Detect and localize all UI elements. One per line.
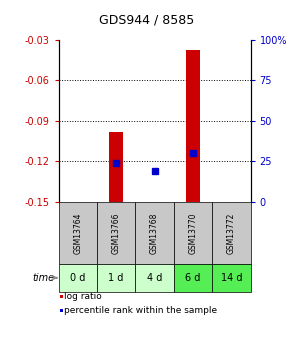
Text: GSM13768: GSM13768 [150, 212, 159, 254]
Text: 14 d: 14 d [221, 273, 242, 283]
Text: 1 d: 1 d [108, 273, 124, 283]
Bar [110, 131, 123, 202]
Text: GSM13766: GSM13766 [112, 212, 121, 254]
Text: 0 d: 0 d [70, 273, 86, 283]
Text: percentile rank within the sample: percentile rank within the sample [64, 306, 218, 315]
Text: 4 d: 4 d [147, 273, 162, 283]
Bar [186, 50, 200, 202]
Text: GDS944 / 8585: GDS944 / 8585 [99, 14, 194, 27]
Text: GSM13764: GSM13764 [73, 212, 82, 254]
Text: 6 d: 6 d [185, 273, 201, 283]
Text: log ratio: log ratio [64, 292, 102, 301]
Text: GSM13772: GSM13772 [227, 212, 236, 254]
Text: GSM13770: GSM13770 [188, 212, 197, 254]
Text: time: time [32, 273, 54, 283]
Bar [148, 202, 161, 203]
